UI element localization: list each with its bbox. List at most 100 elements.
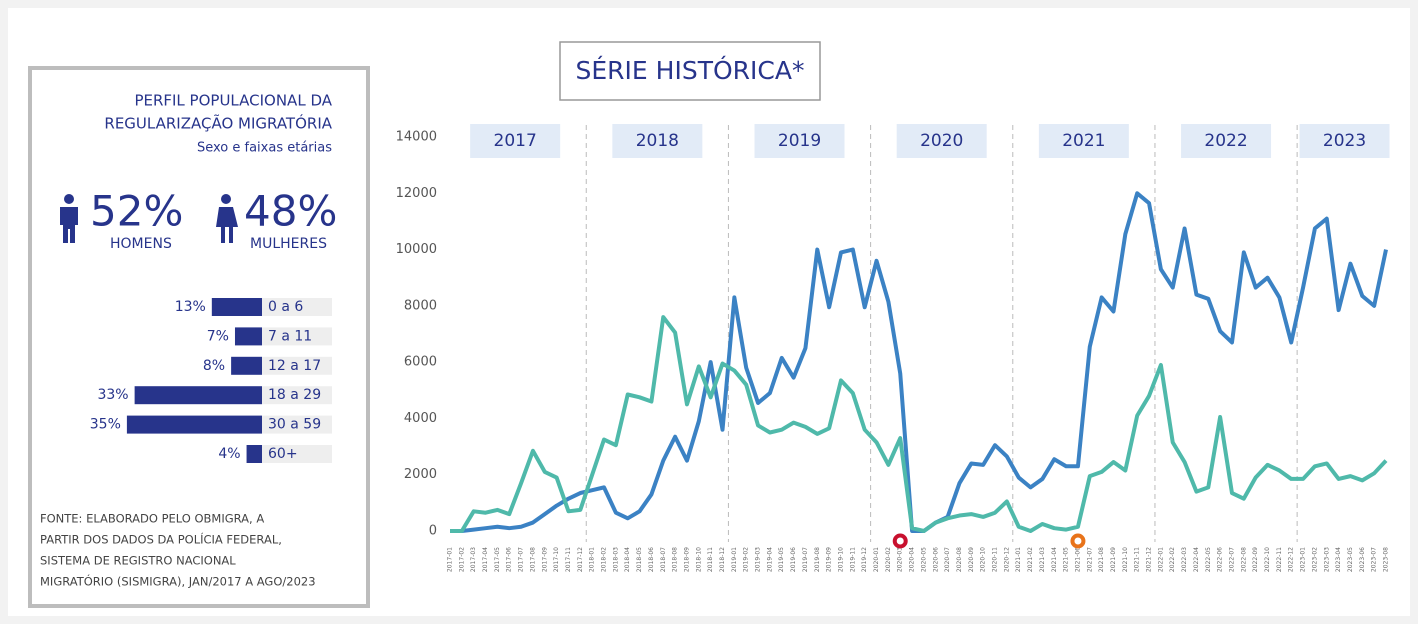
x-tick-label: 2019-01 xyxy=(731,547,738,572)
age-label-bg xyxy=(262,386,332,405)
x-tick-label: 2022-07 xyxy=(1228,547,1235,572)
x-tick-label: 2020-09 xyxy=(968,547,975,572)
year-box xyxy=(1038,124,1129,158)
line-chart: 0 2000 4000 6000 8000 10000 12000 14000 2017 2018… xyxy=(396,124,1390,572)
year-label: 2020 xyxy=(920,131,963,151)
x-tick-label: 2019-07 xyxy=(802,547,809,572)
x-tick-label: 2021-03 xyxy=(1039,547,1046,572)
bar xyxy=(246,445,262,463)
x-tick-label: 2017-09 xyxy=(541,547,548,572)
value-label: 33% xyxy=(97,387,128,403)
year-box xyxy=(896,124,987,158)
x-tick-label: 2021-05 xyxy=(1063,547,1070,572)
event-marker xyxy=(892,533,908,549)
x-tick-label: 2018-06 xyxy=(648,547,655,572)
series-line xyxy=(450,315,1388,533)
year-box xyxy=(1181,124,1272,158)
x-tick-label: 2020-12 xyxy=(1003,547,1010,572)
x-tick-label: 2018-02 xyxy=(601,547,608,572)
x-tick-label: 2018-08 xyxy=(672,547,679,572)
bar xyxy=(211,298,262,316)
panel-subtitle: Sexo e faixas etárias xyxy=(197,141,332,156)
x-tick-label: 2022-11 xyxy=(1276,547,1283,572)
x-tick-label: 2018-03 xyxy=(612,547,619,572)
x-tick-label: 2022-04 xyxy=(1193,547,1200,572)
x-tick-label: 2022-01 xyxy=(1157,547,1164,572)
profile-box xyxy=(28,66,370,608)
value-label: 13% xyxy=(175,299,206,315)
bar xyxy=(231,356,262,375)
x-tick-label: 2023-07 xyxy=(1371,547,1378,572)
x-tick-label: 2022-05 xyxy=(1205,547,1212,572)
title-box xyxy=(559,41,821,101)
year-label: 2021 xyxy=(1062,131,1105,151)
year-box xyxy=(612,124,703,158)
x-tick-label: 2020-10 xyxy=(980,547,987,572)
year-label: 2017 xyxy=(494,131,537,151)
x-tick-label: 2018-12 xyxy=(719,547,726,572)
x-tick-label: 2021-02 xyxy=(1027,547,1034,572)
x-tick-label: 2018-11 xyxy=(707,547,714,572)
source-note: MIGRATÓRIO (SISMIGRA), JAN/2017 A AGO/20… xyxy=(40,574,316,589)
y-tick-label: 10000 xyxy=(396,242,437,257)
x-tick-label: 2020-06 xyxy=(932,547,939,572)
year-box xyxy=(754,124,845,158)
icon-body xyxy=(216,207,238,243)
x-tick-label: 2023-03 xyxy=(1323,547,1330,572)
y-tick-label: 12000 xyxy=(396,186,437,201)
x-tick-label: 2023-01 xyxy=(1300,547,1307,572)
x-tick-label: 2017-08 xyxy=(529,547,536,572)
source-note: SISTEMA DE REGISTRO NACIONAL xyxy=(40,554,236,568)
x-tick-label: 2022-03 xyxy=(1181,547,1188,572)
icon-body xyxy=(60,207,78,243)
woman-icon xyxy=(216,194,238,243)
x-tick-label: 2019-04 xyxy=(766,547,773,572)
x-tick-label: 2019-09 xyxy=(826,547,833,572)
x-tick-label: 2020-08 xyxy=(956,547,963,572)
x-tick-label: 2019-03 xyxy=(755,547,762,572)
year-label: 2019 xyxy=(778,131,821,151)
age-label-bg xyxy=(262,445,332,463)
x-tick-label: 2017-04 xyxy=(482,547,489,572)
y-tick-label: 4000 xyxy=(404,411,437,426)
y-tick-label: 0 xyxy=(429,524,437,539)
x-tick-label: 2023-05 xyxy=(1347,547,1354,572)
year-label: 2022 xyxy=(1204,131,1247,151)
x-tick-label: 2022-06 xyxy=(1217,547,1224,572)
bar xyxy=(234,327,262,346)
x-tick-label: 2017-02 xyxy=(458,547,465,572)
sex-label: HOMENS xyxy=(110,236,172,252)
x-tick-label: 2020-01 xyxy=(873,547,880,572)
x-tick-label: 2019-08 xyxy=(814,547,821,572)
x-tick-label: 2019-12 xyxy=(861,547,868,572)
x-tick-label: 2021-12 xyxy=(1146,547,1153,572)
icon-head xyxy=(221,194,231,204)
sex-percent: 48% xyxy=(244,187,337,236)
age-label-bg xyxy=(262,356,332,375)
chart-title: SÉRIE HISTÓRICA* xyxy=(576,55,805,85)
sex-label: MULHERES xyxy=(250,236,327,252)
x-tick-label: 2022-09 xyxy=(1252,547,1259,572)
x-tick-label: 2017-07 xyxy=(518,547,525,572)
x-tick-label: 2019-06 xyxy=(790,547,797,572)
age-label-bg xyxy=(262,298,332,316)
x-tick-label: 2018-05 xyxy=(636,547,643,572)
x-tick-label: 2020-05 xyxy=(920,547,927,572)
bar xyxy=(134,386,262,405)
x-tick-label: 2021-10 xyxy=(1122,547,1129,572)
x-tick-label: 2022-08 xyxy=(1240,547,1247,572)
x-tick-label: 2017-05 xyxy=(494,547,501,572)
x-tick-label: 2017-10 xyxy=(553,547,560,572)
age-label-bg xyxy=(262,415,332,434)
x-tick-label: 2018-07 xyxy=(660,547,667,572)
value-label: 4% xyxy=(218,446,240,462)
source-note: FONTE: ELABORADO PELO OBMIGRA, A xyxy=(40,512,264,526)
value-label: 7% xyxy=(207,328,229,344)
age-chart: 0 a 6 13% 7 a 11 7% 12 a 17 8% 18 a 29 33% 30 a … xyxy=(90,298,332,463)
man-icon xyxy=(60,194,78,243)
year-label: 2023 xyxy=(1323,131,1366,151)
age-category: 30 a 59 xyxy=(268,417,321,433)
panel-title: PERFIL POPULACIONAL DA xyxy=(134,92,332,110)
x-tick-label: 2018-10 xyxy=(695,547,702,572)
x-tick-label: 2017-12 xyxy=(577,547,584,572)
